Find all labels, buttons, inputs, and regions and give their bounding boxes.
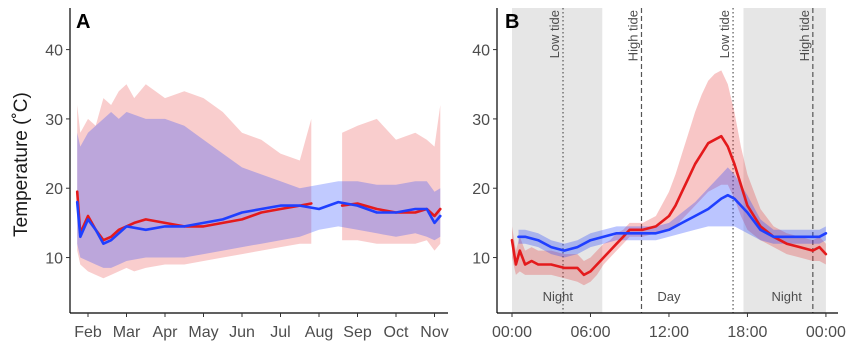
- y-tick-label-b: 30: [472, 112, 490, 129]
- x-tick-label-b: 18:00: [727, 324, 767, 341]
- x-tick-label-a: May: [188, 324, 218, 341]
- region-label-1: Day: [657, 289, 681, 304]
- x-tick-label-a: Jun: [229, 324, 255, 341]
- tide-label-0: Low tide: [547, 10, 562, 58]
- y-tick-label-b: 20: [472, 181, 490, 198]
- region-label-0: Night: [543, 289, 574, 304]
- x-tick-label-b: 00:00: [492, 324, 532, 341]
- tide-label-3: High tide: [797, 10, 812, 61]
- panel-b: Low tide High tide Low tide High tide Night D…: [472, 8, 846, 341]
- x-tick-label-a: Oct: [384, 324, 409, 341]
- y-tick-label-a: 20: [45, 181, 63, 198]
- x-tick-label-a: Jul: [270, 324, 290, 341]
- x-tick-label-a: Apr: [153, 324, 179, 341]
- y-tick-label-a: 40: [45, 43, 63, 60]
- band-b-1: [518, 167, 826, 258]
- y-axis-label: Temperature (˚C): [11, 92, 32, 237]
- band-a-2: [77, 112, 441, 268]
- x-tick-label-b: 06:00: [570, 324, 610, 341]
- x-tick-label-a: Aug: [305, 324, 333, 341]
- x-tick-label-a: Feb: [74, 324, 102, 341]
- series-line-a-2: [75, 200, 442, 245]
- series-line-b-0: [510, 134, 828, 277]
- y-tick-label-a: 10: [45, 251, 63, 268]
- tide-label-2: Low tide: [717, 10, 732, 58]
- band-a-1: [342, 105, 441, 251]
- region-label-2: Night: [772, 289, 803, 304]
- band-a-0: [77, 84, 312, 279]
- series-line-b-1: [517, 193, 828, 252]
- x-tick-label-b: 00:00: [806, 324, 846, 341]
- night-shading-1: [743, 8, 826, 313]
- panel-label-b: B: [505, 11, 519, 33]
- tide-label-1: High tide: [625, 10, 640, 61]
- panel-a: 10 20 30 40 Feb Mar Apr May Jun Jul Aug Sep Oct Nov Te…: [11, 8, 449, 341]
- x-tick-label-a: Mar: [113, 324, 141, 341]
- y-tick-label-a: 30: [45, 112, 63, 129]
- series-line-a-1: [340, 202, 442, 218]
- y-tick-label-b: 10: [472, 251, 490, 268]
- y-tick-label-b: 40: [472, 43, 490, 60]
- x-tick-label-a: Nov: [420, 324, 448, 341]
- x-tick-label-b: 12:00: [649, 324, 689, 341]
- x-tick-label-a: Sep: [343, 324, 372, 341]
- panel-label-a: A: [76, 11, 90, 33]
